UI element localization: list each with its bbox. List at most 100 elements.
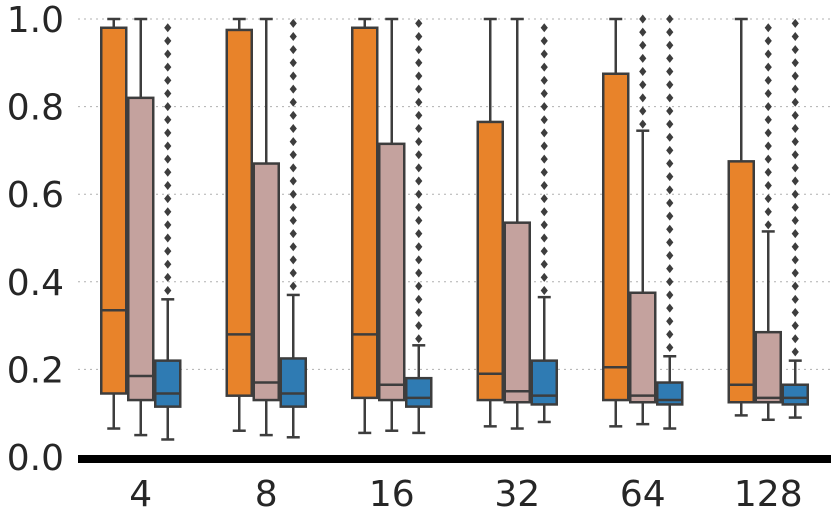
outlier-point [164,88,172,98]
outlier-point [164,233,172,243]
outlier-point [791,58,799,68]
iqr-box [476,120,504,402]
outlier-point [289,97,297,107]
outlier-point [540,233,548,243]
outlier-point [639,53,647,63]
outlier-point [791,84,799,94]
outlier-point [540,220,548,230]
box-8-series-1 [252,17,280,437]
iqr-box [100,26,128,395]
outlier-point [540,167,548,177]
outlier-point [666,316,674,326]
outlier-point [666,224,674,234]
outlier-point [666,198,674,208]
outlier-point [415,110,423,120]
outlier-point [540,154,548,164]
outlier-point [791,110,799,120]
x-tick-label-8: 8 [255,474,278,513]
outlier-point [791,45,799,55]
outlier-point [540,207,548,217]
y-tick-label-1: 0.2 [7,350,64,391]
outlier-point [666,329,674,339]
outlier-point [289,32,297,42]
grid-lines [78,18,831,370]
outlier-point [540,62,548,72]
outlier-point [415,229,423,239]
outlier-point [164,115,172,125]
x-tick-label-16: 16 [369,474,415,513]
box-4-series-0 [100,17,128,430]
box-32-series-1 [503,17,531,430]
outlier-point [639,80,647,90]
outlier-point [415,334,423,344]
outlier-point [666,106,674,116]
outlier-point [164,154,172,164]
outlier-point [289,71,297,81]
outlier-point [764,102,772,112]
outlier-point [415,321,423,331]
outlier-point [415,281,423,291]
outlier-point [164,49,172,59]
outlier-point [415,294,423,304]
outlier-point [540,272,548,282]
outlier-point [289,229,297,239]
iqr-box [252,162,280,402]
outlier-point [764,180,772,190]
outlier-point [666,145,674,155]
outlier-point [666,67,674,77]
y-axis-ticks: 0.0 0.2 0.4 0.6 0.8 1.0 [7,0,64,479]
iqr-box [351,26,379,400]
outlier-point [666,277,674,287]
outlier-point [289,110,297,120]
outlier-point [639,40,647,50]
outlier-point [639,106,647,116]
outlier-point [639,93,647,103]
outlier-point [791,176,799,186]
outlier-point [540,194,548,204]
outlier-point [791,268,799,278]
iqr-box [503,221,531,404]
outlier-point [791,202,799,212]
outlier-point [415,307,423,317]
outlier-point [540,88,548,98]
outlier-point [791,137,799,147]
outlier-point [764,167,772,177]
iqr-box [781,383,809,406]
box-plots [100,14,809,441]
outlier-point [289,137,297,147]
box-16-series-2 [405,18,433,435]
outlier-point [540,75,548,85]
box-8-series-0 [225,17,253,432]
outlier-point [540,36,548,46]
outlier-point [791,307,799,317]
box-16-series-0 [351,17,379,435]
outlier-point [289,18,297,28]
box-64-series-2 [656,14,684,430]
outlier-point [764,207,772,217]
outlier-point [540,286,548,296]
outlier-point [164,194,172,204]
outlier-point [289,163,297,173]
outlier-point [164,36,172,46]
outlier-point [791,334,799,344]
iqr-box [279,357,307,408]
outlier-point [540,180,548,190]
outlier-point [289,242,297,252]
box-4-series-1 [127,17,155,437]
x-tick-label-4: 4 [129,474,152,513]
outlier-point [164,246,172,256]
outlier-point [164,23,172,33]
outlier-point [164,128,172,138]
outlier-point [639,27,647,37]
outlier-point [666,303,674,313]
outlier-point [164,259,172,269]
outlier-point [289,189,297,199]
outlier-point [791,229,799,239]
y-tick-label-4: 0.8 [7,88,64,129]
outlier-point [540,115,548,125]
outlier-point [415,189,423,199]
outlier-point [764,49,772,59]
iqr-box [127,96,155,402]
outlier-point [791,347,799,357]
